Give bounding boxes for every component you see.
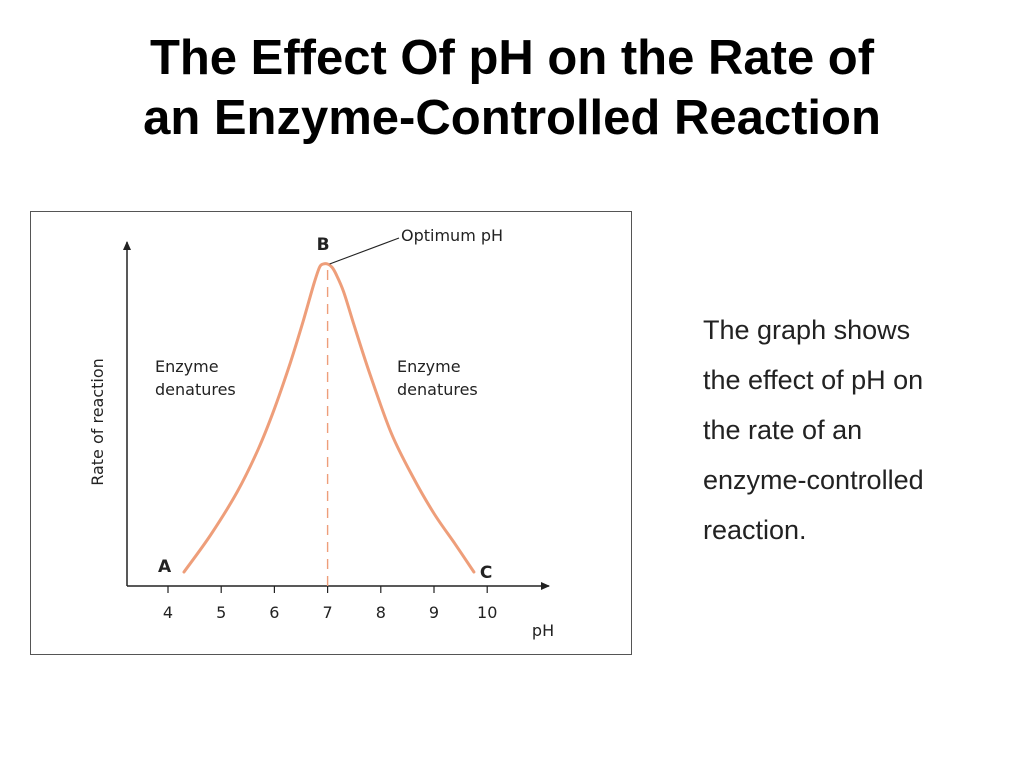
x-tick-label: 9: [429, 603, 439, 622]
right-denature-label-2: denatures: [397, 380, 478, 399]
left-denature-label-1: Enzyme: [155, 357, 219, 376]
x-tick-label: 4: [163, 603, 173, 622]
caption-line-5: reaction.: [703, 515, 807, 545]
caption-line-4: enzyme-controlled: [703, 465, 924, 495]
optimum-leader-line: [329, 237, 400, 265]
optimum-ph-label: Optimum pH: [401, 226, 503, 245]
point-label-a: A: [158, 557, 172, 577]
title-line-1: The Effect Of pH on the Rate of: [149, 31, 875, 85]
chart-frame: 4 5 6 7 8 9 10 pH Rate of reaction A B C Optimum pH E…: [30, 211, 632, 655]
caption-line-2: the effect of pH on: [703, 365, 924, 395]
caption-line-3: the rate of an: [703, 415, 863, 445]
rate-curve: [182, 262, 476, 574]
x-tick-label: 7: [323, 603, 333, 622]
point-label-c: C: [480, 563, 492, 583]
point-label-b: B: [317, 235, 330, 255]
x-tick-label: 10: [477, 603, 497, 622]
title-line-2: an Enzyme-Controlled Reaction: [143, 91, 881, 145]
left-denature-label-2: denatures: [155, 380, 236, 399]
x-tick-label: 8: [376, 603, 386, 622]
caption-line-1: The graph shows: [703, 315, 911, 345]
right-denature-label-1: Enzyme: [397, 357, 461, 376]
y-axis-label: Rate of reaction: [88, 358, 107, 486]
caption: The graph shows the effect of pH on the …: [703, 305, 1003, 555]
x-tick-label: 5: [216, 603, 226, 622]
slide-title: The Effect Of pH on the Rate of an Enzym…: [0, 28, 1024, 148]
enzyme-ph-chart: 4 5 6 7 8 9 10 pH Rate of reaction A B C Optimum pH E…: [88, 226, 554, 640]
x-axis-label: pH: [532, 621, 554, 640]
x-tick-label: 6: [269, 603, 279, 622]
